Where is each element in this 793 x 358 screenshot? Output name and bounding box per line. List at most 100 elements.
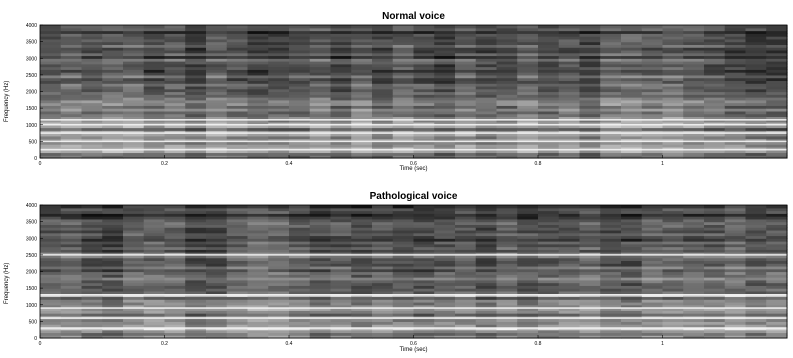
- spectrogram-cell: [143, 138, 166, 142]
- spectrogram-cell: [206, 44, 228, 48]
- spectrogram-cell: [496, 221, 518, 225]
- spectrogram-cell: [123, 285, 145, 289]
- spectrogram-cell: [745, 74, 767, 79]
- spectrogram-cell: [641, 332, 664, 336]
- spectrogram-cell: [455, 146, 477, 151]
- spectrogram-cell: [600, 27, 622, 32]
- spectrogram-cell: [538, 210, 560, 214]
- spectrogram-cell: [164, 224, 186, 228]
- spectrogram-cell: [413, 83, 435, 87]
- spectrogram-cell: [185, 282, 207, 286]
- spectrogram-cell: [496, 299, 518, 303]
- spectrogram-cell: [766, 155, 788, 159]
- spectrogram-cell: [517, 257, 539, 262]
- spectrogram-cell: [164, 133, 186, 137]
- spectrogram-cell: [683, 88, 705, 93]
- spectrogram-cell: [621, 310, 643, 314]
- spectrogram-cell: [330, 69, 352, 73]
- spectrogram-cell: [724, 307, 747, 311]
- spectrogram-cell: [455, 144, 477, 148]
- spectrogram-cell: [309, 321, 332, 325]
- spectrogram-cell: [558, 288, 581, 292]
- spectrogram-cell: [351, 155, 373, 159]
- spectrogram-cell: [517, 38, 539, 43]
- spectrogram-cell: [413, 94, 435, 98]
- spectrogram-cell: [496, 241, 518, 245]
- spectrogram-cell: [60, 141, 83, 145]
- spectrogram-cell: [289, 277, 311, 281]
- spectrogram-cell: [309, 135, 332, 140]
- spectrogram-cell: [662, 110, 684, 115]
- spectrogram-cell: [268, 146, 290, 151]
- spectrogram-cell: [372, 288, 394, 292]
- spectrogram-cell: [81, 304, 103, 309]
- spectrogram-cell: [309, 133, 332, 137]
- spectrogram-cell: [600, 44, 622, 48]
- spectrogram-cell: [600, 121, 622, 126]
- spectrogram-cell: [579, 149, 601, 154]
- spectrogram-cell: [724, 77, 747, 82]
- spectrogram-cell: [185, 246, 207, 250]
- spectrogram-cell: [413, 97, 435, 101]
- spectrogram-cell: [766, 224, 788, 228]
- spectrogram-cell: [662, 232, 684, 237]
- spectrogram-cell: [558, 49, 581, 54]
- spectrogram-cell: [40, 121, 62, 126]
- spectrogram-cell: [392, 105, 415, 109]
- spectrogram-cell: [704, 121, 726, 126]
- spectrogram-cell: [496, 121, 518, 126]
- spectrogram-cell: [143, 61, 166, 65]
- spectrogram-cell: [724, 310, 747, 314]
- spectrogram-cell: [289, 224, 311, 228]
- spectrogram-cell: [392, 307, 415, 311]
- spectrogram-cell: [517, 102, 539, 106]
- spectrogram-cell: [641, 144, 664, 148]
- spectrogram-cell: [517, 307, 539, 311]
- spectrogram-cell: [330, 227, 352, 231]
- spectrogram-cell: [724, 85, 747, 90]
- spectrogram-cell: [766, 288, 788, 292]
- spectrogram-cell: [164, 313, 186, 317]
- spectrogram-cell: [434, 288, 456, 292]
- spectrogram-cell: [538, 63, 560, 68]
- spectrogram-cell: [683, 205, 705, 209]
- spectrogram-cell: [206, 146, 228, 151]
- spectrogram-cell: [475, 102, 498, 106]
- spectrogram-cell: [268, 25, 290, 29]
- spectrogram-cell: [538, 299, 560, 303]
- spectrogram-cell: [143, 285, 166, 289]
- spectrogram-cell: [330, 310, 352, 314]
- spectrogram-cell: [372, 61, 394, 65]
- spectrogram-cell: [392, 329, 415, 334]
- spectrogram-cell: [351, 238, 373, 242]
- spectrogram-cell: [621, 83, 643, 87]
- spectrogram-cell: [330, 299, 352, 303]
- spectrogram-cell: [496, 210, 518, 214]
- y-tick-label: 3000: [26, 236, 37, 242]
- spectrogram-cell: [538, 313, 560, 317]
- spectrogram-cell: [351, 44, 373, 48]
- spectrogram-cell: [558, 205, 581, 209]
- spectrogram-cell: [226, 113, 249, 118]
- spectrogram-cell: [309, 329, 332, 334]
- spectrogram-cell: [268, 279, 290, 284]
- spectrogram-cell: [102, 213, 124, 217]
- spectrogram-cell: [185, 210, 207, 214]
- spectrogram-cell: [496, 105, 518, 109]
- spectrogram-cell: [662, 324, 684, 328]
- spectrogram-cell: [455, 72, 477, 76]
- spectrogram-cell: [475, 290, 498, 295]
- spectrogram-cell: [164, 282, 186, 286]
- spectrogram-cell: [102, 307, 124, 311]
- spectrogram-cell: [164, 279, 186, 284]
- spectrogram-cell: [455, 268, 477, 273]
- spectrogram-cell: [392, 257, 415, 262]
- spectrogram-cell: [621, 85, 643, 90]
- spectrogram-cell: [102, 321, 124, 325]
- spectrogram-cell: [683, 249, 705, 253]
- spectrogram-cell: [413, 205, 435, 209]
- spectrogram-cell: [164, 144, 186, 148]
- spectrogram-cell: [641, 127, 664, 131]
- spectrogram-cell: [309, 279, 332, 284]
- spectrogram-cell: [455, 246, 477, 250]
